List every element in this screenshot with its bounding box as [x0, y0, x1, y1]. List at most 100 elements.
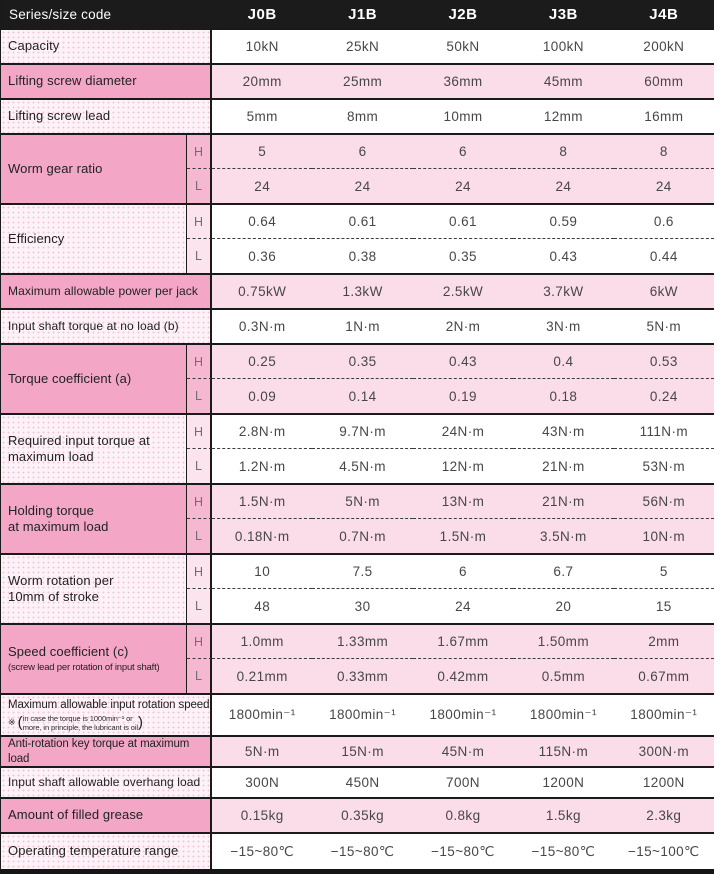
value-cell: 16mm	[613, 100, 714, 133]
value-cell: 1.67mm	[412, 625, 514, 659]
value-cell: 8	[513, 135, 614, 169]
row-label: Capacity	[1, 30, 212, 63]
hl-marker-h: H	[187, 625, 212, 659]
value-cell: 0.42mm	[412, 659, 514, 693]
row-anti-rotation-torque: Anti-rotation key torque at maximum load…	[1, 737, 714, 768]
value-cell: 0.44	[613, 239, 714, 273]
hl-marker-l: L	[187, 169, 212, 203]
hl-marker-h: H	[187, 485, 212, 519]
value-cell: 0.61	[412, 205, 514, 239]
hl-marker-h: H	[187, 345, 212, 379]
value-cell: 12mm	[513, 100, 614, 133]
row-label: Lifting screw lead	[1, 100, 212, 133]
value-cell: 0.35	[312, 345, 413, 379]
row-label: Holding torque at maximum load	[1, 485, 187, 553]
value-cell: 2.5kW	[412, 275, 514, 308]
row-label-line1: Required input torque at	[8, 432, 150, 448]
row-temperature-range: Operating temperature range −15~80℃ −15~…	[1, 834, 714, 869]
value-cell: 36mm	[412, 65, 514, 98]
value-cell: 5	[212, 135, 313, 169]
value-cell: −15~100℃	[613, 834, 714, 869]
hl-marker-l: L	[187, 659, 212, 693]
value-cell: 10mm	[412, 100, 514, 133]
value-cell: 1800min⁻¹	[212, 695, 313, 735]
header-col-j4b: J4B	[649, 5, 679, 23]
value-cell: 1800min⁻¹	[613, 695, 714, 735]
hl-marker-l: L	[187, 519, 212, 553]
value-cell: −15~80℃	[513, 834, 614, 869]
row-overhang-load: Input shaft allowable overhang load 300N…	[1, 768, 714, 799]
value-cell: 0.59	[513, 205, 614, 239]
header-row: Series/size code J0B J1B J2B J3B J4B	[1, 0, 714, 30]
row-label: Lifting screw diameter	[1, 65, 212, 98]
row-label-line2: 10mm of stroke	[8, 589, 99, 604]
row-label-note: ※ ( in case the torque is 1000min⁻¹ or m…	[8, 714, 143, 732]
reference-mark: ※	[8, 717, 16, 728]
value-cell: 300N·m	[613, 737, 714, 766]
value-cell: 0.38	[312, 239, 413, 273]
value-cell: 6.7	[513, 555, 614, 589]
row-label: Operating temperature range	[1, 834, 212, 869]
value-cell: 10N·m	[613, 519, 714, 553]
value-cell: 5N·m	[312, 485, 413, 519]
value-cell: 450N	[312, 768, 413, 797]
row-label-note: (screw lead per rotation of input shaft)	[8, 661, 160, 673]
value-cell: 1800min⁻¹	[312, 695, 413, 735]
note-line2: more, in principle, the lubricant is oil	[22, 722, 138, 732]
value-cell: 24	[412, 589, 514, 623]
value-cell: 6	[412, 135, 514, 169]
value-cell: 111N·m	[613, 415, 714, 449]
row-label: Worm rotation per 10mm of stroke	[1, 555, 187, 623]
row-label-line1: Worm rotation per	[8, 572, 114, 588]
hl-marker-h: H	[187, 205, 212, 239]
value-cell: 0.64	[212, 205, 313, 239]
row-label: Input shaft torque at no load (b)	[1, 310, 212, 343]
header-col-j2b: J2B	[448, 5, 478, 23]
value-cell: 60mm	[613, 65, 714, 98]
value-cell: 24	[513, 169, 614, 203]
value-cell: 12N·m	[412, 449, 514, 483]
value-cell: 45mm	[513, 65, 614, 98]
value-cell: 20	[513, 589, 614, 623]
row-grease: Amount of filled grease 0.15kg 0.35kg 0.…	[1, 799, 714, 834]
value-cell: 0.09	[212, 379, 313, 413]
row-label: Anti-rotation key torque at maximum load	[1, 737, 212, 766]
value-cell: 0.21mm	[212, 659, 313, 693]
value-cell: 0.19	[412, 379, 514, 413]
value-cell: −15~80℃	[212, 834, 313, 869]
value-cell: 56N·m	[613, 485, 714, 519]
value-cell: 0.8kg	[412, 799, 514, 832]
row-label: Speed coefficient (c) (screw lead per ro…	[1, 625, 187, 693]
value-cell: 24	[312, 169, 413, 203]
value-cell: 0.6	[613, 205, 714, 239]
value-cell: 24	[412, 169, 514, 203]
value-cell: 1800min⁻¹	[513, 695, 614, 735]
row-speed-coefficient: Speed coefficient (c) (screw lead per ro…	[1, 625, 714, 695]
value-cell: 4.5N·m	[312, 449, 413, 483]
row-label: Maximum allowable input rotation speed ※…	[1, 695, 212, 735]
value-cell: 5	[613, 555, 714, 589]
value-cell: 1.0mm	[212, 625, 313, 659]
hl-marker-l: L	[187, 449, 212, 483]
value-cell: 9.7N·m	[312, 415, 413, 449]
value-cell: 20mm	[212, 65, 313, 98]
value-cell: 1.50mm	[513, 625, 614, 659]
hl-marker-h: H	[187, 415, 212, 449]
value-cell: 0.43	[513, 239, 614, 273]
header-series-label: Series/size code	[9, 6, 112, 22]
value-cell: 0.3N·m	[212, 310, 313, 343]
value-cell: 1200N	[613, 768, 714, 797]
value-cell: 2.8N·m	[212, 415, 313, 449]
row-no-load-torque: Input shaft torque at no load (b) 0.3N·m…	[1, 310, 714, 345]
row-worm-gear-ratio: Worm gear ratio H 5 6 6 8 8 L 24 24 24 2…	[1, 135, 714, 205]
row-label: Required input torque at maximum load	[1, 415, 187, 483]
value-cell: 1.33mm	[312, 625, 413, 659]
value-cell: 2mm	[613, 625, 714, 659]
row-label-line2: at maximum load	[8, 519, 109, 534]
note-lines: in case the torque is 1000min⁻¹ or more,…	[23, 714, 138, 732]
row-worm-rotation: Worm rotation per 10mm of stroke H 10 7.…	[1, 555, 714, 625]
hl-marker-l: L	[187, 379, 212, 413]
row-label-line1: Maximum allowable input rotation speed	[8, 699, 210, 712]
value-cell: −15~80℃	[412, 834, 514, 869]
row-label: Worm gear ratio	[1, 135, 187, 203]
